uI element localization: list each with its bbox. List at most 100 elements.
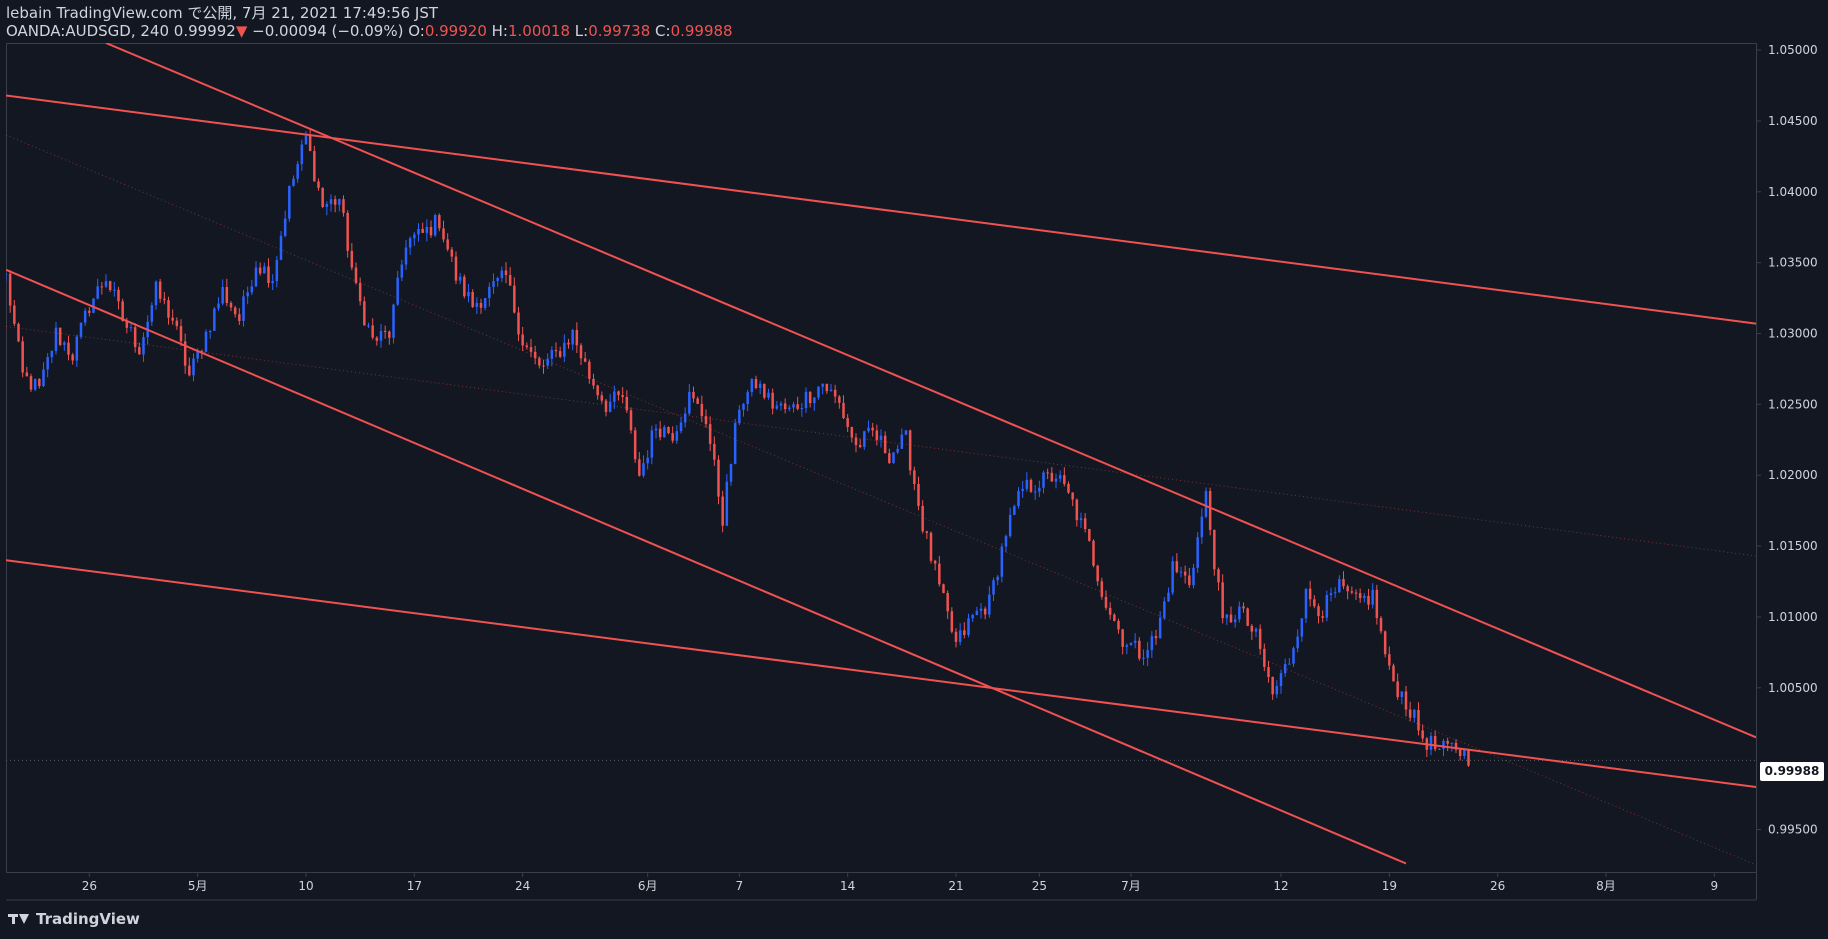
candle-body — [967, 618, 970, 635]
candle-body — [1146, 650, 1149, 658]
candle-body — [813, 397, 816, 404]
candle-body — [588, 361, 591, 379]
symbol-info: OANDA:AUDSGD, 240 0.99992▼ −0.00094 (−0.… — [6, 22, 733, 40]
candle-body — [917, 483, 920, 506]
candle-body — [279, 235, 283, 260]
candle-body — [1100, 581, 1104, 597]
x-tick-label: 7 — [736, 879, 744, 893]
trendline-lower-long — [6, 559, 1756, 788]
candle-body — [842, 402, 845, 419]
candle-body — [446, 239, 449, 250]
candle-body — [329, 199, 333, 204]
candle-body — [1388, 654, 1391, 666]
candle-body — [1375, 589, 1379, 619]
trendline-lower-channel — [6, 268, 1407, 865]
candle-body — [1354, 592, 1358, 594]
y-tick-label: 1.03500 — [1768, 256, 1818, 270]
candle-body — [1421, 730, 1424, 739]
change-value: −0.00094 (−0.09%) — [252, 22, 404, 40]
candle-body — [1042, 472, 1045, 488]
candle-body — [875, 430, 879, 440]
chart-header: lebain TradingView.com で公開, 7月 21, 2021 … — [6, 4, 733, 40]
candle-body — [988, 594, 991, 615]
candle-body — [629, 410, 633, 431]
candle-body — [1292, 648, 1295, 664]
candle-body — [1325, 594, 1329, 618]
candle-body — [1400, 691, 1404, 698]
candle-body — [396, 277, 399, 305]
tradingview-brand[interactable]: TradingView — [8, 910, 140, 928]
candle-body — [346, 212, 349, 251]
candle-body — [608, 401, 612, 412]
candle-body — [1392, 665, 1395, 682]
candle-body — [46, 357, 49, 370]
candle-body — [163, 298, 166, 301]
candle-body — [404, 247, 408, 265]
candle-body — [1117, 620, 1120, 630]
candle-body — [621, 395, 624, 397]
candle-body — [1171, 561, 1174, 593]
publish-info: lebain TradingView.com で公開, 7月 21, 2021 … — [6, 4, 439, 22]
candle-body — [1267, 666, 1270, 678]
low-label: L: — [574, 22, 589, 40]
candle-body — [1133, 640, 1137, 643]
candle-body — [1317, 606, 1320, 617]
candle-body — [1258, 628, 1262, 649]
candle-body — [113, 289, 116, 291]
candle-body — [125, 320, 129, 328]
candle-body — [1417, 709, 1420, 731]
candle-body — [1250, 625, 1254, 632]
y-tick-label: 1.04500 — [1768, 114, 1818, 128]
candle-body — [946, 593, 949, 612]
candle-body — [1175, 561, 1179, 573]
candle-body — [675, 431, 679, 441]
candle-body — [892, 452, 895, 464]
candle-body — [1071, 492, 1074, 500]
candle-body — [1408, 709, 1412, 718]
candle-body — [158, 281, 162, 299]
candle-body — [150, 305, 154, 322]
candle-body — [258, 267, 262, 274]
low-value: 0.99738 — [588, 22, 651, 40]
candle-body — [558, 351, 562, 357]
candle-body — [663, 427, 666, 438]
candle-body — [133, 327, 137, 348]
candle-body — [1121, 629, 1124, 647]
candle-body — [1279, 673, 1283, 686]
candle-body — [858, 445, 862, 448]
candle-body — [1125, 645, 1129, 647]
candle-body — [388, 331, 391, 338]
candle-body — [1163, 601, 1166, 618]
candle-body — [288, 185, 291, 219]
candle-body — [67, 342, 70, 355]
candle-body — [79, 322, 83, 337]
candle-body — [154, 281, 158, 306]
candle-body — [96, 286, 99, 299]
candle-body — [713, 443, 716, 460]
candle-body — [550, 350, 554, 359]
candle-body — [208, 330, 212, 332]
candle-body — [638, 459, 641, 476]
candle-body — [271, 281, 274, 284]
candle-body — [1283, 663, 1287, 674]
brand-name: TradingView — [36, 910, 140, 928]
candle-body — [100, 286, 104, 288]
candle-body — [117, 289, 120, 302]
candle-body — [925, 531, 929, 533]
candle-body — [1179, 571, 1183, 573]
candle-body — [1300, 618, 1304, 637]
candle-body — [1038, 487, 1041, 492]
candle-body — [1221, 582, 1224, 619]
high-label: H: — [491, 22, 508, 40]
candle-body — [1021, 488, 1024, 492]
candle-body — [383, 331, 387, 333]
candle-body — [433, 215, 437, 236]
candle-body — [646, 457, 649, 464]
candle-body — [513, 285, 516, 313]
candle-body — [863, 431, 866, 448]
candle-body — [696, 398, 699, 404]
x-tick-label: 19 — [1382, 879, 1397, 893]
last-price-tag: 0.99988 — [1760, 762, 1824, 781]
candle-body — [1192, 567, 1195, 586]
